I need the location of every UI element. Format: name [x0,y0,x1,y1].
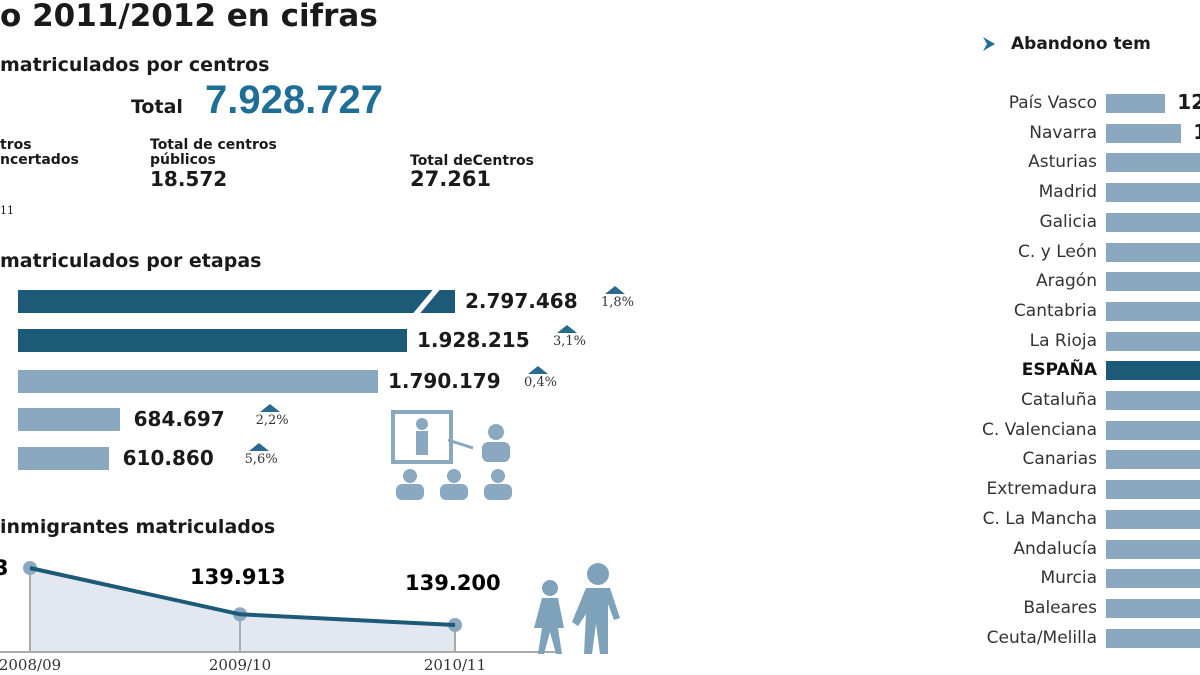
etapa-value: 2.797.468 [465,289,578,313]
region-bar [1106,361,1200,381]
x-tick-label: 2008/09 [0,656,61,674]
concertados-label: tros ncertados [0,138,79,168]
region-label: La Rioja [1029,330,1097,351]
up-triangle-icon [248,443,269,451]
etapa-change: 0,4% [524,375,558,390]
concertados-label-1: tros [0,137,32,153]
etapa-bar [18,329,407,352]
bar-break [409,286,444,317]
region-label: Asturias [1028,152,1097,173]
data-label: 139.913 [190,565,286,589]
region-label: C. La Mancha [982,508,1097,529]
data-label: 3 [0,556,9,580]
etapas-heading: matriculados por etapas [0,250,262,272]
region-label: Aragón [1035,271,1097,292]
region-label: Cantabria [1013,300,1097,321]
up-triangle-icon [557,325,577,333]
region-bar [1106,183,1200,203]
region-bar [1106,598,1200,618]
region-label: Andalucía [1013,538,1097,559]
region-value: 12 [1177,90,1200,114]
up-triangle-icon [528,366,548,374]
teacher-students-icon [391,410,512,500]
region-label: Navarra [1029,122,1097,143]
region-bar [1106,569,1200,589]
up-triangle-icon [605,286,625,294]
region-label: Murcia [1040,568,1097,589]
region-bar [1106,212,1200,232]
etapa-change: 1,8% [601,295,635,310]
region-value: 1 [1193,120,1200,144]
walking-people-icon [534,563,620,654]
region-bar [1106,301,1200,321]
publicos-label-2: públicos [150,152,216,168]
data-label: 139.200 [405,571,501,595]
inmigrantes-chart: 3 2008/09 139.913 2009/10 139.200 2010/11 [0,556,560,674]
region-label: País Vasco [1008,93,1097,113]
region-bar [1106,153,1200,173]
total-value: 7.928.727 [205,78,383,122]
region-label: Galicia [1039,211,1097,232]
region-bar [1106,391,1200,410]
etapa-value: 684.697 [133,407,225,431]
etapa-bar [18,370,378,393]
region-bar [1106,450,1200,470]
etapa-bar [18,286,455,317]
region-bar [1106,123,1182,143]
etapa-value: 1.928.215 [417,328,530,352]
region-label: Cataluña [1020,390,1097,410]
region-bar [1106,480,1200,500]
etapa-change: 3,1% [553,334,587,349]
x-tick-label: 2010/11 [424,656,486,674]
region-label: Baleares [1023,597,1097,618]
abandono-heading: Abandono tem [1011,34,1151,54]
centros-heading: matriculados por centros [0,54,270,76]
footnote: 11 [0,204,14,217]
region-bar [1106,331,1200,351]
region-bar [1106,242,1200,262]
region-bar [1106,509,1200,529]
publicos-label-1: Total de centros [150,137,277,153]
concertados-label-2: ncertados [0,152,79,168]
inmigrantes-heading: inmigrantes matriculados [0,516,276,538]
publicos-value: 18.572 [150,167,228,191]
total-centros-label: Total deCentros [410,153,534,169]
etapa-bar [18,408,120,431]
total-centros-value: 27.261 [410,167,492,191]
region-label: Madrid [1038,182,1097,203]
publicos-block: Total de centros públicos 18.572 [150,137,277,191]
region-bar [1106,539,1200,559]
area-fill [30,568,455,652]
region-label: Ceuta/Melilla [986,627,1097,648]
region-label: Canarias [1022,449,1097,470]
etapa-bar [18,447,109,470]
region-bar [1106,94,1166,113]
page-title: o 2011/2012 en cifras [0,0,378,34]
etapa-change: 5,6% [244,452,278,467]
etapa-change: 2,2% [255,413,289,428]
region-label: Extremadura [986,479,1098,500]
region-bar [1106,628,1200,648]
series-line [29,566,456,627]
etapa-value: 1.790.179 [388,369,501,393]
region-bar [1106,420,1200,440]
region-label: C. Valenciana [981,419,1097,440]
region-label: ESPAÑA [1021,360,1097,381]
chevron-right-icon [983,37,995,51]
region-label: C. y León [1018,241,1097,262]
etapa-value: 610.860 [122,446,214,470]
total-centros-block: Total deCentros 27.261 [410,152,534,191]
region-bar [1106,272,1200,292]
total-label: Total [131,96,183,118]
up-triangle-icon [259,404,280,412]
x-tick-label: 2009/10 [209,656,271,674]
